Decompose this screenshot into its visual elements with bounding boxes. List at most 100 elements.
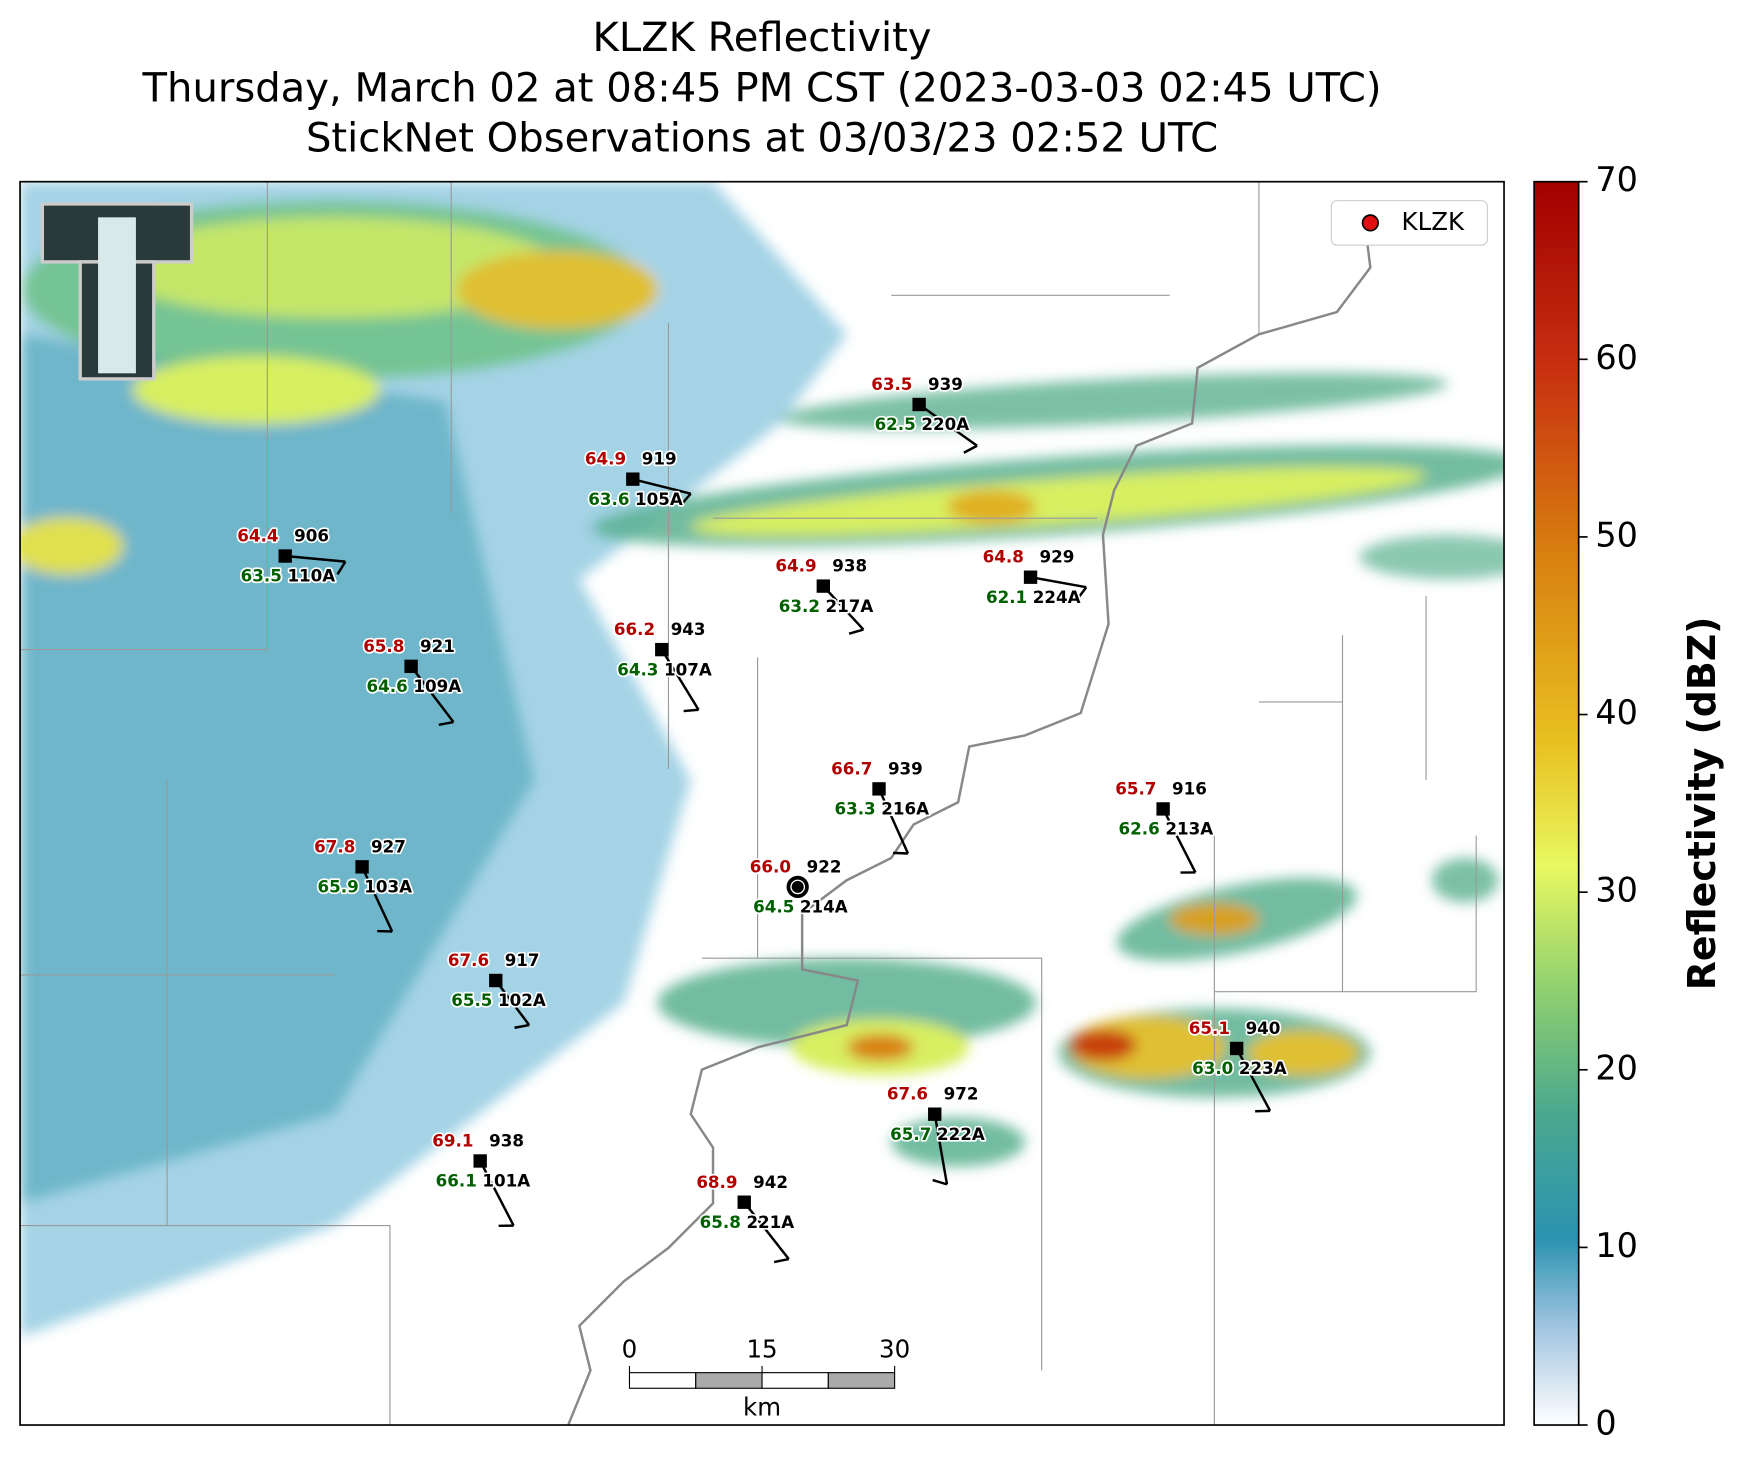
station-marker xyxy=(816,579,831,593)
wind-barb-flag xyxy=(893,851,909,855)
colorbar-tick-label: 10 xyxy=(1595,1226,1638,1265)
temperature: 64.8 xyxy=(983,547,1024,567)
pressure: 972 xyxy=(944,1084,979,1104)
dewpoint: 65.9 xyxy=(318,877,359,897)
colorbar-tick-label: 20 xyxy=(1595,1048,1638,1087)
dewpoint: 62.1 xyxy=(986,587,1027,607)
temperature: 66.0 xyxy=(750,856,791,876)
temperature: 67.8 xyxy=(314,836,355,856)
station-id: 109A xyxy=(413,676,461,696)
scale-tick-label: 0 xyxy=(622,1334,638,1363)
station-marker xyxy=(626,472,640,486)
station-id: 217A xyxy=(826,596,874,616)
dewpoint: 64.3 xyxy=(617,659,658,679)
station: 69.1 938 66.1 101A xyxy=(431,1129,532,1228)
temperature: 63.5 xyxy=(871,374,912,394)
dewpoint: 64.5 xyxy=(753,897,794,917)
scale-unit: km xyxy=(743,1392,781,1421)
colorbar-ticks: 0 10 20 30 40 50 60 70 xyxy=(1578,160,1638,1443)
station-marker xyxy=(1023,570,1038,584)
pressure: 917 xyxy=(505,950,540,970)
dewpoint: 63.0 xyxy=(1192,1058,1233,1078)
station-marker xyxy=(872,782,886,796)
station-id: 216A xyxy=(881,799,929,819)
station-marker xyxy=(912,397,926,412)
stations: 63.5 939 62.5 220A 64.9 919 63.6 105A 64.4 906 63.… xyxy=(236,372,1288,1264)
wind-barb xyxy=(743,1201,790,1260)
station-marker xyxy=(404,659,418,674)
temperature: 65.8 xyxy=(363,636,404,656)
wind-barb-flag xyxy=(848,628,864,635)
pressure: 916 xyxy=(1172,778,1207,798)
colorbar-tick-label: 30 xyxy=(1595,871,1638,910)
wind-barb xyxy=(660,648,700,711)
dewpoint: 65.5 xyxy=(451,990,492,1010)
title-line: KLZK Reflectivity xyxy=(593,15,932,61)
pressure: 940 xyxy=(1246,1018,1281,1038)
dewpoint: 62.5 xyxy=(875,414,916,434)
scale-segment xyxy=(761,1372,829,1389)
scale-tick-label: 15 xyxy=(746,1334,777,1363)
colorbar-tick-label: 60 xyxy=(1595,338,1638,377)
legend-box xyxy=(1330,200,1488,246)
station-id: 101A xyxy=(482,1171,530,1191)
station-id: 213A xyxy=(1165,819,1213,839)
station: 64.4 906 63.5 110A xyxy=(236,524,347,587)
station-calm xyxy=(786,875,809,899)
county-lines xyxy=(20,181,1477,1426)
wind-barb xyxy=(410,665,455,723)
dewpoint: 64.6 xyxy=(367,676,408,696)
station-marker xyxy=(1156,802,1170,816)
pressure: 922 xyxy=(807,856,842,876)
pressure: 929 xyxy=(1039,547,1074,567)
wind-barb xyxy=(632,477,692,495)
station-marker xyxy=(489,973,503,988)
station: 68.9 942 65.8 221A xyxy=(695,1170,796,1264)
dewpoint: 66.1 xyxy=(436,1171,477,1191)
station-marker xyxy=(278,549,292,563)
map-frame xyxy=(19,180,1505,1426)
wind-barb-flag xyxy=(773,1257,790,1264)
wind-barb xyxy=(822,585,865,631)
wind-barb xyxy=(1162,808,1197,873)
colorbar-tick-label: 40 xyxy=(1595,693,1638,732)
temperature: 69.1 xyxy=(432,1131,473,1151)
station-marker xyxy=(1229,1041,1244,1056)
station-id: 220A xyxy=(921,414,969,434)
station: 66.0 922 64.5 214A xyxy=(748,855,849,918)
scale-segment xyxy=(695,1372,763,1389)
station: 64.8 929 62.1 224A xyxy=(981,545,1088,609)
station-id: 110A xyxy=(287,566,335,586)
temperature: 65.1 xyxy=(1189,1018,1230,1038)
station-id: 224A xyxy=(1033,587,1081,607)
wind-barb-flag xyxy=(336,560,347,575)
station: 66.7 939 63.3 216A xyxy=(829,757,931,855)
scale-bar: 0 15 30 km xyxy=(622,1334,911,1421)
station-id: 221A xyxy=(746,1212,794,1232)
pressure: 938 xyxy=(832,556,867,576)
wind-barb-flag xyxy=(683,708,699,713)
station: 65.1 940 63.0 223A xyxy=(1187,1016,1288,1113)
pressure: 939 xyxy=(888,758,923,778)
station-id: 223A xyxy=(1239,1058,1287,1078)
wind-barb-flag xyxy=(963,444,978,454)
pressure: 939 xyxy=(928,374,963,394)
temperature: 66.7 xyxy=(831,758,872,778)
title-line: StickNet Observations at 03/03/23 02:52 … xyxy=(306,115,1218,161)
wind-barb-flag xyxy=(438,720,454,727)
temperature: 64.4 xyxy=(237,526,278,546)
legend-label: KLZK xyxy=(1402,207,1465,236)
wind-barb xyxy=(285,554,346,563)
temperature: 64.9 xyxy=(585,449,626,469)
wind-barb xyxy=(877,788,910,854)
station: 63.5 939 62.5 220A xyxy=(870,372,978,454)
dewpoint: 65.8 xyxy=(700,1212,741,1232)
station-id: 105A xyxy=(635,489,683,509)
colorbar-tick-label: 50 xyxy=(1595,515,1638,554)
pressure: 927 xyxy=(371,836,406,856)
pressure: 906 xyxy=(294,526,329,546)
station-marker xyxy=(928,1107,942,1121)
pressure: 919 xyxy=(642,449,677,469)
scale-segment xyxy=(827,1372,896,1389)
dewpoint: 62.6 xyxy=(1119,819,1160,839)
